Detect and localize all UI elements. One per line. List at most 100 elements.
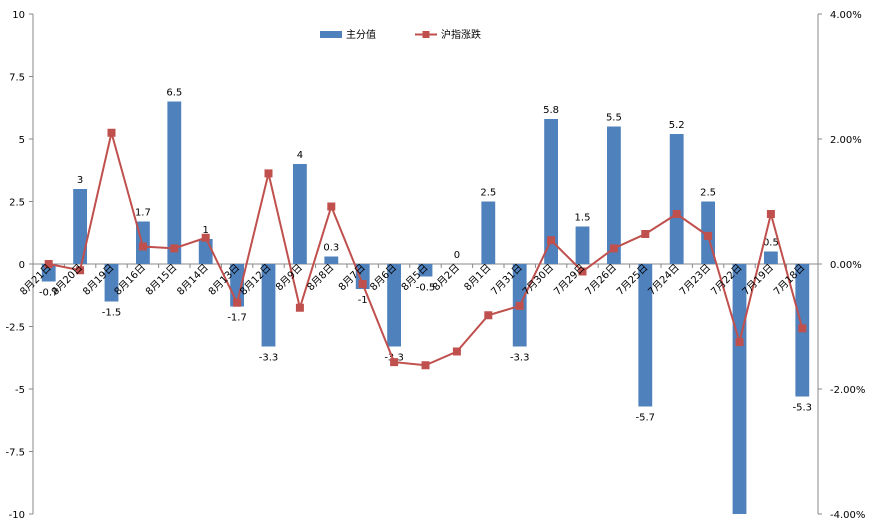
- bar: [324, 256, 339, 264]
- bar-data-label: -3.3: [510, 353, 530, 364]
- bar: [167, 101, 182, 264]
- y-right-tick-label: 4.00%: [830, 10, 862, 21]
- y-right-tick-label: 2.00%: [830, 135, 862, 146]
- line-marker: [452, 347, 461, 356]
- line-marker: [107, 128, 116, 137]
- y-right-tick-label: 0.00%: [830, 260, 862, 271]
- bar-data-label: 5.8: [543, 105, 559, 116]
- line-marker: [421, 361, 430, 370]
- bar-data-label: -1.7: [227, 313, 247, 324]
- legend: 主分值 沪指涨跌: [320, 28, 481, 41]
- line-marker: [735, 338, 744, 347]
- line-marker: [170, 244, 179, 253]
- y-left-tick-label: -2.5: [5, 323, 25, 334]
- bar-data-label: 4: [297, 150, 303, 161]
- bar-data-label: -0.5: [416, 283, 436, 294]
- line-marker: [798, 324, 807, 333]
- bar: [387, 264, 402, 347]
- y-left-tick-label: 0: [19, 260, 25, 271]
- line-marker: [358, 280, 367, 288]
- bar: [669, 134, 684, 264]
- bar: [638, 264, 653, 407]
- line-marker: [766, 210, 775, 218]
- line-marker: [390, 358, 399, 367]
- x-tick-label: 7月29日: [551, 262, 587, 298]
- bar-data-label: -1.5: [102, 308, 122, 319]
- line-marker: [609, 244, 618, 253]
- y-right-tick-label: -4.00%: [830, 510, 865, 521]
- line-marker: [295, 303, 304, 312]
- line-marker: [672, 210, 681, 218]
- bar-data-label: 2.5: [480, 188, 496, 199]
- bar: [198, 239, 213, 264]
- bar-data-label: 1.5: [575, 213, 591, 224]
- line-marker: [76, 266, 85, 275]
- legend-swatch-bar: [320, 31, 342, 38]
- y-left-tick-label: 2.5: [9, 198, 25, 209]
- bar: [41, 264, 56, 282]
- bar: [292, 164, 307, 264]
- bar-data-label: 5.2: [669, 120, 685, 131]
- legend-swatch-marker: [422, 31, 430, 38]
- line-marker: [578, 267, 587, 276]
- bar-data-label: 0.5: [763, 238, 779, 249]
- bar-data-label: -5.3: [793, 403, 813, 414]
- y-left-tick-label: -7.5: [5, 448, 25, 459]
- bar-data-label: -3.3: [384, 353, 404, 364]
- y-left-tick-label: -5: [15, 385, 25, 396]
- axes-group: -10-7.5-5-2.502.557.510-4.00%-2.00%0.00%…: [5, 10, 865, 521]
- bar-data-label: 2.5: [700, 188, 716, 199]
- bar: [732, 264, 747, 514]
- x-tick-label: 8月1日: [462, 262, 494, 294]
- x-tick-label: 8月9日: [273, 262, 305, 294]
- legend-label-bar: 主分值: [346, 28, 376, 41]
- bar: [418, 264, 433, 277]
- bar-data-label: 0: [454, 250, 460, 261]
- bar-data-label: -5.7: [636, 413, 656, 424]
- bar-data-label: -1: [358, 295, 368, 306]
- line-marker: [264, 169, 273, 178]
- line-marker: [704, 231, 713, 240]
- y-right-tick-label: -2.00%: [830, 385, 865, 396]
- bar-labels-group: -0.7 3 -1.5 1.7 6.5 1 -1.7 -3.3 4 0.3 -1 -3.3 -0.5 0 2…: [39, 88, 812, 424]
- line-marker: [201, 233, 210, 242]
- line-marker: [327, 202, 336, 211]
- bar-data-label: 5.5: [606, 113, 622, 124]
- bar-data-label: 6.5: [166, 88, 182, 99]
- y-left-tick-label: 10: [12, 10, 25, 21]
- line-marker: [484, 311, 493, 320]
- y-left-tick-label: 7.5: [9, 73, 25, 84]
- bar-data-label: 1.7: [135, 208, 151, 219]
- bar-data-label: 1: [203, 225, 209, 236]
- x-tick-label: 8月14日: [175, 262, 211, 298]
- bar-data-label: 3: [77, 175, 83, 186]
- y-left-tick-label: -10: [9, 510, 25, 521]
- line-series-path: [48, 132, 804, 367]
- x-tick-label: 7月23日: [677, 262, 713, 298]
- x-tick-label: 8月2日: [430, 262, 462, 294]
- line-marker: [138, 242, 147, 251]
- bar: [544, 119, 559, 264]
- bar-data-label: -0.7: [39, 288, 59, 299]
- line-marker: [641, 230, 650, 238]
- bar-data-label: 0.3: [323, 243, 339, 254]
- bar: [104, 264, 119, 302]
- bar: [606, 126, 621, 264]
- bar: [481, 201, 496, 264]
- line-marker: [44, 260, 53, 268]
- bar: [763, 251, 778, 264]
- line-marker: [233, 298, 242, 307]
- y-left-tick-label: 5: [19, 135, 25, 146]
- x-tick-labels-group: 8月21日8月20日8月19日8月16日8月15日8月14日8月13日8月12日…: [18, 262, 808, 298]
- line-series-group: [44, 128, 807, 370]
- bars-group: [41, 101, 810, 514]
- x-tick-label: 8月15日: [143, 262, 179, 298]
- bar: [575, 226, 590, 264]
- line-marker: [515, 301, 524, 310]
- bar: [73, 189, 88, 264]
- bar-data-label: -3.3: [259, 353, 279, 364]
- legend-label-line: 沪指涨跌: [441, 28, 481, 41]
- bar: [261, 264, 276, 347]
